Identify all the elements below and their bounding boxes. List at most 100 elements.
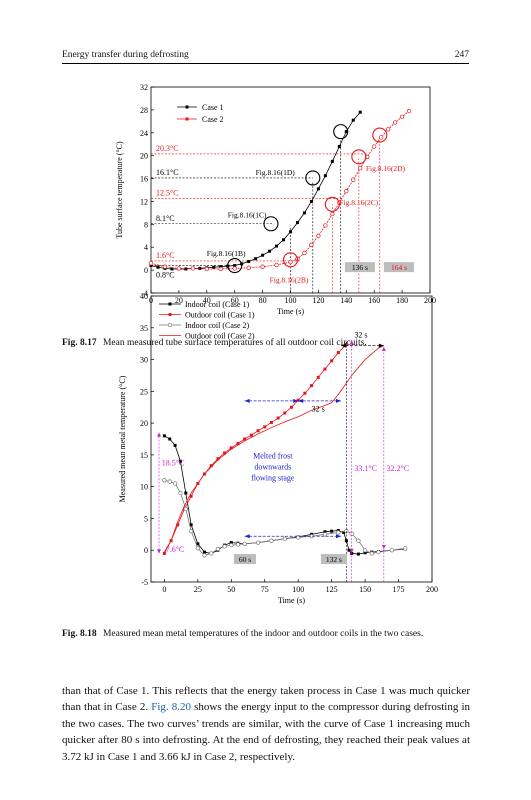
data-point-series-3	[282, 536, 287, 541]
data-point-series-1	[356, 552, 360, 556]
data-point-series-3	[376, 549, 381, 555]
data-point-series-2	[229, 446, 233, 450]
x-tick-label: 100	[292, 585, 304, 594]
data-point-series-1	[254, 257, 258, 261]
annotation-33-1c: 33.1°C	[354, 464, 377, 473]
figure-8-18-label: Fig. 8.18	[62, 629, 97, 639]
data-point-series-2	[148, 261, 154, 266]
legend-label: Case 1	[202, 103, 224, 112]
data-point-series-2	[243, 437, 247, 441]
data-point-series-1	[347, 548, 351, 552]
series-line-4	[164, 345, 385, 553]
x-tick-label: 180	[396, 296, 408, 305]
data-point-series-2	[236, 441, 240, 445]
data-point-series-2	[256, 429, 260, 433]
x-tick-label: 200	[424, 296, 436, 305]
data-point-series-2	[223, 451, 227, 455]
data-point-series-2	[316, 375, 320, 379]
highlight-circle	[263, 216, 279, 232]
data-point-series-3	[336, 530, 341, 535]
data-point-series-2	[330, 211, 335, 217]
data-point-series-2	[358, 166, 363, 171]
data-point-series-3	[229, 542, 234, 548]
legend-marker	[185, 117, 189, 121]
data-point-series-1	[189, 523, 193, 527]
annotation-melted-frost-line: Melted frost	[253, 452, 293, 461]
y-tick-label: 12	[140, 197, 148, 206]
data-point-series-2	[176, 523, 180, 527]
x-tick-label: 25	[194, 585, 202, 594]
data-point-series-2	[372, 144, 377, 149]
figure-8-17-label: Fig. 8.17	[62, 338, 97, 348]
data-point-series-1	[196, 542, 200, 546]
guide-label: 12.5°C	[156, 189, 179, 198]
data-point-series-1	[247, 260, 251, 264]
data-point-series-3	[389, 548, 395, 553]
data-point-series-2	[269, 420, 273, 424]
time-label-132s: 132 s	[326, 555, 342, 564]
data-point-series-3	[188, 529, 194, 534]
data-point-series-3	[235, 542, 241, 547]
figure-8-18-chart: 0 25 50 75 100 125 150 175 200 -5 0 5 10 15 20 25 30 35 40…	[118, 292, 438, 605]
data-point-series-2	[274, 262, 279, 268]
data-point-series-3	[356, 538, 361, 543]
data-point-series-2	[288, 259, 293, 265]
data-point-series-2	[323, 223, 328, 228]
data-point-series-2	[392, 120, 398, 125]
data-point-series-3	[209, 551, 214, 556]
guide-label: 0.8°C	[156, 271, 175, 280]
guide-label: 16.1°C	[156, 168, 179, 177]
span-164-head-bottom	[381, 544, 386, 549]
y-tick-label: 30	[140, 356, 148, 365]
time-box-136s	[344, 262, 375, 273]
arrow-32s-lower-head-left	[244, 398, 250, 403]
data-point-series-3	[167, 479, 172, 484]
figure-8-18-caption: Fig. 8.18 Measured mean metal temperatur…	[62, 628, 472, 640]
series-line-3	[164, 479, 406, 556]
figure-8-17-chart: 0 20 40 60 80 100 120 140 160 180 200-404812162024…	[115, 83, 436, 316]
data-point-series-3	[362, 548, 368, 553]
data-point-series-3	[369, 551, 374, 556]
body-paragraph: than that of Case 1. This reflects that …	[62, 683, 470, 765]
y-tick-label: 24	[140, 129, 148, 138]
span-164-head-top	[381, 346, 386, 351]
data-point-series-2	[351, 177, 356, 182]
guide-label: 1.6°C	[156, 251, 175, 260]
figure-8-20-link[interactable]: Fig. 8.20	[151, 701, 191, 714]
x-tick-label: 75	[261, 585, 269, 594]
x-tick-label: 120	[312, 296, 324, 305]
legend-label: Indoor coil (Case 1)	[185, 300, 250, 309]
legend-marker	[167, 322, 173, 328]
y-tick-label: 10	[140, 483, 148, 492]
annotation-melted-frost: Melted frost downwards flowing stage	[251, 452, 295, 483]
running-title: Energy transfer during defrosting	[62, 50, 189, 60]
y-tick-label: 0	[144, 546, 148, 555]
data-point-series-1	[173, 443, 177, 447]
data-point-series-1	[268, 249, 272, 253]
y-tick-label: -4	[141, 289, 148, 298]
annotation-7-6c: 7.6°C	[166, 545, 185, 554]
data-point-series-2	[276, 416, 280, 420]
data-point-series-1	[330, 529, 334, 533]
x-tick-label: 50	[227, 585, 235, 594]
highlight-circle	[351, 149, 367, 165]
data-point-series-3	[215, 546, 221, 552]
annotation-1d: Fig.8.16(1D)	[256, 168, 296, 177]
data-point-series-2	[310, 384, 314, 388]
data-point-series-1	[330, 159, 334, 163]
y-tick-label: 0	[144, 266, 148, 275]
data-point-series-2	[162, 264, 168, 269]
data-point-series-1	[337, 145, 341, 149]
data-point-series-1	[149, 264, 153, 268]
figure-8-17-caption-text: Mean measured tube surface temperatures …	[102, 338, 367, 348]
data-point-series-2	[162, 551, 166, 555]
data-point-series-2	[323, 367, 327, 371]
header-rule	[62, 63, 469, 64]
plot-frame	[150, 295, 433, 583]
annotation-2b: Fig.8.16(2B)	[270, 276, 309, 285]
data-point-series-1	[212, 265, 216, 269]
y-tick-label: 20	[140, 419, 148, 428]
data-point-series-3	[322, 532, 328, 537]
y-tick-label: 16	[140, 175, 148, 184]
data-point-series-2	[176, 266, 182, 271]
